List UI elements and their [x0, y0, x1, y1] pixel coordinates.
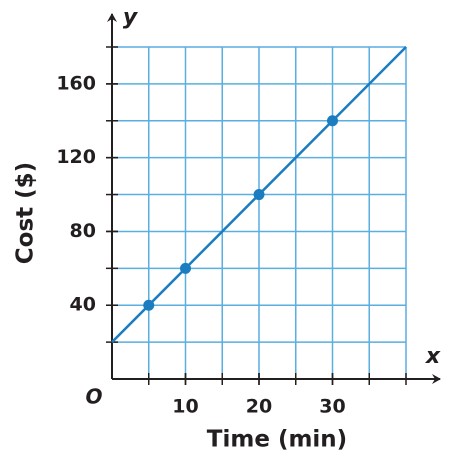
- y-axis-label: Cost ($): [13, 162, 39, 264]
- x-tick-label: 20: [246, 396, 272, 418]
- point: [327, 115, 338, 127]
- x-tick-label: 30: [319, 396, 345, 418]
- x-tick-label: 10: [172, 396, 198, 418]
- y-tick-label: 40: [70, 294, 96, 316]
- y-axis-name: y: [123, 5, 139, 30]
- point: [253, 189, 265, 201]
- origin-label: O: [85, 385, 102, 409]
- grid: [112, 46, 407, 379]
- x-axis-label: Time (min): [207, 427, 347, 453]
- y-tick-label: 80: [70, 220, 96, 242]
- point: [143, 299, 155, 311]
- y-tick-label: 120: [56, 146, 96, 168]
- x-axis-name: x: [425, 344, 441, 369]
- y-tick-label: 160: [56, 72, 96, 94]
- point: [180, 262, 191, 274]
